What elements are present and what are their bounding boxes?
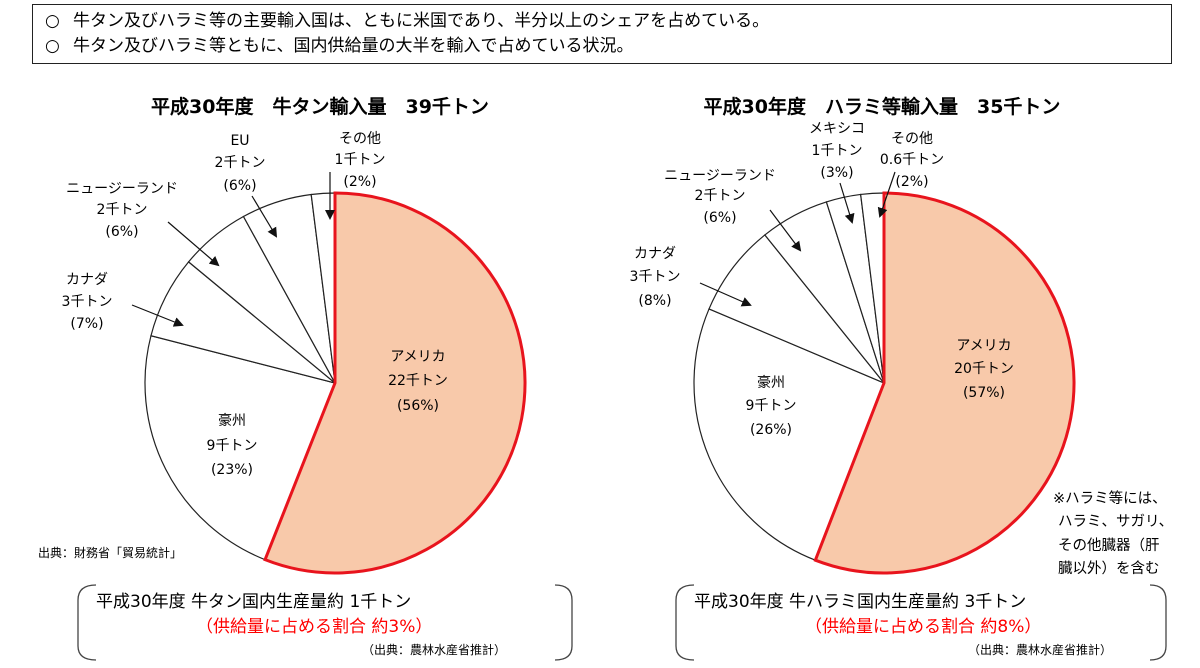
harami-production-bracket-left	[675, 584, 695, 661]
leader-arrow	[251, 195, 278, 238]
leader-arrow	[877, 171, 896, 218]
pie-slice-america	[263, 191, 527, 575]
slice-label-pct: (6%)	[105, 224, 138, 240]
note-line: その他臓器（肝	[1058, 537, 1160, 554]
harami-production-bracket-right	[1149, 584, 1167, 661]
slice-label-amount: 9千トン	[746, 398, 797, 414]
slice-label-pct: (3%)	[820, 165, 853, 181]
summary-box: ○ 牛タン及びハラミ等の主要輸入国は、ともに米国であり、半分以上のシェアを占めてい…	[32, 4, 1172, 64]
slice-label-name: アメリカ	[956, 338, 1011, 354]
slice-label-pct: (56%)	[397, 398, 439, 414]
tongue-production-line: 平成30年度 牛タン国内生産量約 1千トン	[96, 592, 411, 612]
harami-note: ※ハラミ等には、 ハラミ、サガリ、 その他臓器（肝 臓以外）を含む	[1053, 489, 1173, 577]
tongue-leader-arrows	[131, 172, 335, 327]
slice-label-pct: (8%)	[638, 293, 671, 309]
slice-label-name: その他	[339, 131, 381, 147]
tongue-chart: 平成30年度 牛タン輸入量 39千トン アメリカ 22千トン (56%) 豪州 …	[38, 95, 573, 661]
pie-slice-america	[813, 191, 1076, 575]
slice-label-amount: 20千トン	[954, 361, 1014, 377]
slice-label-name: ニュージーランド	[66, 181, 178, 197]
tongue-chart-title: 平成30年度 牛タン輸入量 39千トン	[151, 95, 489, 118]
slice-label-amount: 3千トン	[630, 269, 681, 285]
harami-production-share: （供給量に占める割合 約8%）	[805, 617, 1041, 637]
slice-label-pct: (2%)	[895, 174, 928, 190]
leader-arrow	[167, 221, 220, 267]
leader-arrow	[839, 182, 855, 224]
tongue-pie	[144, 191, 527, 575]
slice-label-amount: 2千トン	[97, 202, 148, 218]
slice-label-name: 豪州	[757, 375, 785, 391]
slice-label-pct: (7%)	[70, 316, 103, 332]
harami-chart-title: 平成30年度 ハラミ等輸入量 35千トン	[704, 95, 1061, 118]
slice-label-amount: 1千トン	[812, 143, 863, 159]
slice-label-name: 豪州	[218, 413, 246, 429]
pie-slice-other	[144, 335, 336, 561]
slice-label-amount: 9千トン	[207, 438, 258, 454]
tongue-pie-labels: アメリカ 22千トン (56%) 豪州 9千トン (23%) カナダ 3千トン …	[62, 131, 448, 478]
slice-label-pct: (23%)	[211, 462, 253, 478]
summary-text: 牛タン及びハラミ等の主要輸入国は、ともに米国であり、半分以上のシェアを占めている…	[73, 11, 770, 31]
slice-label-pct: (57%)	[963, 385, 1005, 401]
slice-label-name: その他	[891, 131, 933, 147]
leader-arrow	[131, 304, 184, 327]
slice-label-pct: (2%)	[343, 174, 376, 190]
slice-label-pct: (26%)	[750, 422, 792, 438]
slice-label-name: カナダ	[66, 272, 108, 288]
leader-arrow	[769, 209, 802, 252]
slice-label-pct: (6%)	[223, 178, 256, 194]
slice-label-name: ニュージーランド	[664, 168, 776, 184]
slice-label-amount: 3千トン	[62, 294, 113, 310]
note-line: ※ハラミ等には、	[1053, 489, 1167, 507]
note-line: 臓以外）を含む	[1058, 560, 1160, 577]
pie-slice-other	[693, 308, 885, 561]
leader-arrow	[699, 282, 752, 307]
harami-production-line: 平成30年度 牛ハラミ国内生産量約 3千トン	[694, 592, 1026, 612]
slice-label-name: アメリカ	[390, 349, 445, 365]
slice-label-amount: 22千トン	[388, 373, 448, 389]
tongue-production-bracket-left	[77, 584, 97, 661]
summary-line: ○ 牛タン及びハラミ等ともに、国内供給量の大半を輸入で占めている状況。	[45, 34, 1159, 59]
tongue-production-source: （出典：農林水産省推計）	[362, 642, 506, 657]
tongue-production-share: （供給量に占める割合 約3%）	[196, 617, 432, 637]
note-line: ハラミ、サガリ、	[1058, 513, 1173, 530]
slice-label-amount: 0.6千トン	[880, 152, 944, 168]
circle-bullet: ○	[45, 11, 60, 31]
slice-label-pct: (6%)	[703, 210, 736, 226]
slice-label-amount: 1千トン	[335, 152, 386, 168]
slice-label-name: EU	[230, 133, 249, 149]
slice-label-amount: 2千トン	[695, 188, 746, 204]
summary-text: 牛タン及びハラミ等ともに、国内供給量の大半を輸入で占めている状況。	[73, 36, 634, 56]
harami-pie	[693, 191, 1076, 575]
harami-pie-labels: アメリカ 20千トン (57%) 豪州 9千トン (26%) カナダ 3千トン …	[630, 121, 1014, 438]
harami-chart: 平成30年度 ハラミ等輸入量 35千トン アメリカ 20千トン (57%) 豪州…	[630, 95, 1173, 661]
slice-label-amount: 2千トン	[215, 155, 266, 171]
slice-label-name: メキシコ	[809, 121, 865, 137]
tongue-production-bracket-right	[554, 584, 573, 661]
harami-production-source: （出典：農林水産省推計）	[968, 642, 1112, 657]
circle-bullet: ○	[45, 36, 60, 56]
pie-slice-other	[708, 234, 885, 384]
slice-label-name: カナダ	[634, 246, 676, 262]
harami-leader-arrows	[699, 171, 896, 307]
summary-line: ○ 牛タン及びハラミ等の主要輸入国は、ともに米国であり、半分以上のシェアを占めてい…	[45, 9, 1159, 34]
tongue-trade-source: 出典：財務省「貿易統計」	[38, 545, 182, 560]
